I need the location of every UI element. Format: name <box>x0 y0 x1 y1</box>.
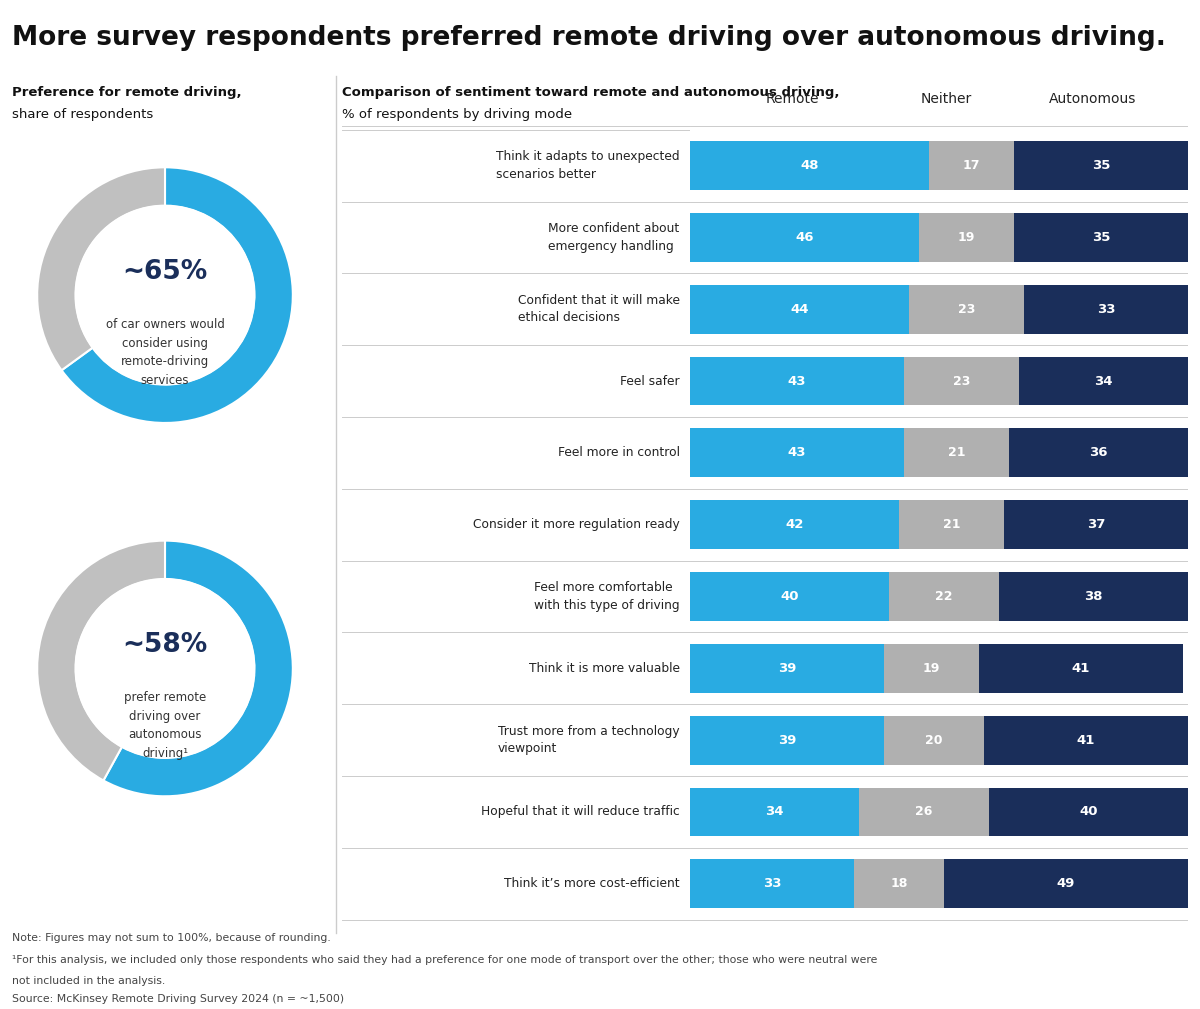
Text: 41: 41 <box>1072 662 1090 675</box>
Bar <box>690 356 904 406</box>
Text: Preference for remote driving,: Preference for remote driving, <box>12 86 241 99</box>
Bar <box>998 572 1188 621</box>
Bar <box>884 644 979 693</box>
Text: 43: 43 <box>788 446 806 459</box>
Text: Neither: Neither <box>920 92 972 106</box>
Text: 39: 39 <box>778 662 797 675</box>
Bar <box>919 213 1014 262</box>
Text: 48: 48 <box>800 159 818 173</box>
Text: 35: 35 <box>1092 231 1110 244</box>
Bar <box>979 644 1183 693</box>
Text: 46: 46 <box>796 231 814 244</box>
Text: Note: Figures may not sum to 100%, because of rounding.: Note: Figures may not sum to 100%, becau… <box>12 933 331 943</box>
Bar <box>690 141 929 190</box>
Bar <box>859 787 989 836</box>
Text: 19: 19 <box>923 662 941 675</box>
Text: 39: 39 <box>778 734 797 747</box>
Text: Feel safer: Feel safer <box>620 374 679 387</box>
Text: 40: 40 <box>1079 805 1098 818</box>
Text: ¹For this analysis, we included only those respondents who said they had a prefe: ¹For this analysis, we included only tho… <box>12 955 877 965</box>
Text: 49: 49 <box>1057 877 1075 890</box>
Text: Think it adapts to unexpected
scenarios better: Think it adapts to unexpected scenarios … <box>496 150 679 181</box>
Bar <box>854 860 944 908</box>
Bar <box>690 500 899 549</box>
Text: 40: 40 <box>780 590 799 603</box>
Text: 21: 21 <box>948 446 965 459</box>
Bar <box>690 715 884 765</box>
Text: 22: 22 <box>935 590 953 603</box>
Bar <box>899 500 1003 549</box>
Bar <box>1003 500 1188 549</box>
Text: 20: 20 <box>925 734 943 747</box>
Bar <box>904 429 1009 477</box>
Bar <box>1019 356 1188 406</box>
Text: Autonomous: Autonomous <box>1049 92 1136 106</box>
Text: 41: 41 <box>1076 734 1096 747</box>
Wedge shape <box>103 541 293 796</box>
Text: ~65%: ~65% <box>122 259 208 286</box>
Text: ~58%: ~58% <box>122 633 208 659</box>
Text: 43: 43 <box>788 374 806 387</box>
Bar <box>889 572 998 621</box>
Wedge shape <box>37 541 164 781</box>
Text: 36: 36 <box>1090 446 1108 459</box>
Text: 23: 23 <box>958 303 976 316</box>
Text: 19: 19 <box>958 231 976 244</box>
Text: Consider it more regulation ready: Consider it more regulation ready <box>473 519 679 531</box>
Text: share of respondents: share of respondents <box>12 108 154 121</box>
Text: Remote: Remote <box>766 92 818 106</box>
Wedge shape <box>37 167 164 370</box>
Text: 26: 26 <box>916 805 932 818</box>
Text: 37: 37 <box>1087 519 1105 531</box>
Text: Trust more from a technology
viewpoint: Trust more from a technology viewpoint <box>498 724 679 756</box>
Bar <box>1014 213 1188 262</box>
Bar <box>944 860 1188 908</box>
Text: 17: 17 <box>962 159 980 173</box>
Bar <box>904 356 1019 406</box>
Text: Source: McKinsey Remote Driving Survey 2024 (n = ~1,500): Source: McKinsey Remote Driving Survey 2… <box>12 994 344 1004</box>
Text: Feel more comfortable
with this type of driving: Feel more comfortable with this type of … <box>534 581 679 611</box>
Text: prefer remote
driving over
autonomous
driving¹: prefer remote driving over autonomous dr… <box>124 691 206 760</box>
Bar <box>1014 141 1188 190</box>
Bar <box>1009 429 1188 477</box>
Bar <box>1024 285 1188 334</box>
Text: Think it is more valuable: Think it is more valuable <box>528 662 679 675</box>
Text: More survey respondents preferred remote driving over autonomous driving.: More survey respondents preferred remote… <box>12 25 1166 51</box>
Text: 34: 34 <box>1094 374 1112 387</box>
Text: not included in the analysis.: not included in the analysis. <box>12 976 166 986</box>
Text: Think it’s more cost-efficient: Think it’s more cost-efficient <box>504 877 679 890</box>
Text: 33: 33 <box>1097 303 1115 316</box>
Bar <box>690 213 919 262</box>
Bar <box>910 285 1024 334</box>
Text: Confident that it will make
ethical decisions: Confident that it will make ethical deci… <box>517 294 679 325</box>
Bar <box>690 787 859 836</box>
Bar <box>989 787 1188 836</box>
Text: 33: 33 <box>763 877 781 890</box>
Text: 35: 35 <box>1092 159 1110 173</box>
Text: 23: 23 <box>953 374 970 387</box>
Text: 18: 18 <box>890 877 908 890</box>
Text: Feel more in control: Feel more in control <box>558 446 679 459</box>
Bar <box>690 285 910 334</box>
Bar <box>984 715 1188 765</box>
Text: Hopeful that it will reduce traffic: Hopeful that it will reduce traffic <box>481 805 679 818</box>
Text: % of respondents by driving mode: % of respondents by driving mode <box>342 108 572 121</box>
Circle shape <box>76 579 254 758</box>
Bar <box>690 860 854 908</box>
Text: Comparison of sentiment toward remote and autonomous driving,: Comparison of sentiment toward remote an… <box>342 86 840 99</box>
Bar <box>884 715 984 765</box>
Text: 21: 21 <box>943 519 960 531</box>
Text: 44: 44 <box>791 303 809 316</box>
Text: of car owners would
consider using
remote-driving
services: of car owners would consider using remot… <box>106 318 224 386</box>
Circle shape <box>76 206 254 384</box>
Bar <box>690 429 904 477</box>
Bar <box>929 141 1014 190</box>
Wedge shape <box>61 167 293 423</box>
Bar <box>690 572 889 621</box>
Text: 38: 38 <box>1084 590 1103 603</box>
Text: More confident about
emergency handling: More confident about emergency handling <box>548 222 679 252</box>
Text: 34: 34 <box>766 805 784 818</box>
Bar <box>690 644 884 693</box>
Text: 42: 42 <box>785 519 804 531</box>
